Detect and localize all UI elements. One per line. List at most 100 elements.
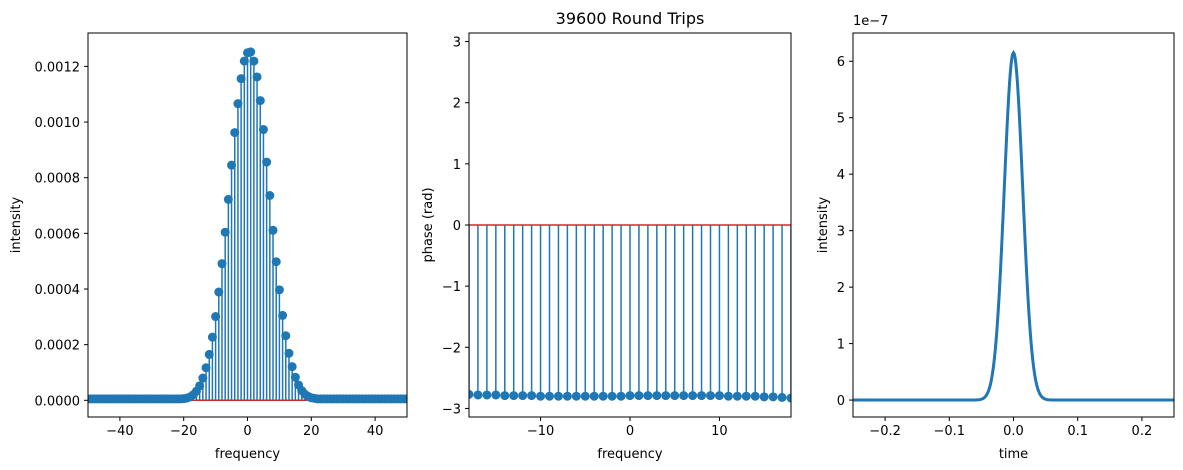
stem-marker [607, 391, 617, 401]
y-tick-label: 2 [837, 281, 845, 296]
stem-marker [500, 391, 510, 401]
plot-area [469, 224, 791, 403]
y-tick-label: 6 [837, 55, 845, 70]
stem-marker [402, 394, 407, 404]
stem-marker [518, 391, 528, 401]
y-tick-label: 0.0008 [35, 172, 81, 187]
stem-marker [553, 391, 563, 401]
y-tick-label: 0.0006 [35, 227, 81, 242]
pulse-line [853, 49, 1174, 402]
stem-marker [473, 390, 483, 400]
stem-marker [223, 194, 233, 204]
y-tick-label: 4 [837, 168, 845, 183]
stem-marker [509, 391, 519, 401]
stem-marker [527, 391, 537, 401]
stem-marker [688, 391, 698, 401]
stem-marker [571, 391, 581, 401]
x-tick-label: −0.2 [869, 424, 901, 439]
stem-marker [679, 391, 689, 401]
y-tick-label: 1 [453, 158, 461, 173]
stem-marker [204, 349, 214, 359]
stem-marker [287, 362, 297, 372]
stem-marker [723, 391, 733, 401]
stem-marker [536, 391, 546, 401]
y-tick-label: −1 [442, 280, 461, 295]
spectrum-intensity-plot: −40 −20 0 20 40 0.0000 0.0002 0.0004 0.0006 0.000… [9, 32, 408, 462]
stem-marker [732, 391, 742, 401]
stem-marker [230, 128, 240, 138]
stem-marker [239, 56, 249, 66]
stem-marker [545, 391, 554, 401]
stem-marker [670, 391, 680, 401]
stem-marker [281, 331, 291, 341]
stem-marker [271, 257, 281, 267]
stem-marker [214, 287, 224, 297]
stem-marker [768, 392, 778, 402]
stem-marker [217, 259, 227, 269]
stem-marker [246, 47, 256, 57]
stem-marker [469, 389, 474, 399]
stem-marker [714, 391, 724, 401]
y-tick-label: −2 [442, 341, 461, 356]
x-tick-label: 0.1 [1067, 424, 1088, 439]
stem-marker [562, 391, 572, 401]
y-tick-label: 0.0004 [35, 283, 81, 298]
y-tick-label: 2 [453, 97, 461, 112]
y-tick-label: 0.0002 [35, 339, 81, 354]
plot-area [88, 47, 407, 404]
y-tick-label: 0.0000 [35, 394, 81, 409]
stem-marker [741, 391, 751, 401]
stem-marker [786, 393, 791, 403]
y-tick-label: 0 [453, 219, 461, 234]
stem-marker [236, 74, 246, 84]
stem-marker [255, 96, 265, 106]
y-tick-label: 0.0010 [35, 116, 81, 131]
stem-marker [652, 391, 662, 401]
stem-marker [482, 390, 492, 400]
stem-marker [227, 160, 237, 170]
figure-title: 39600 Round Trips [556, 9, 705, 28]
x-tick-label: 20 [303, 424, 320, 439]
x-tick-label: 0 [243, 424, 251, 439]
stem-marker [706, 391, 715, 401]
stem-marker [580, 391, 590, 401]
stem-marker [697, 391, 707, 401]
y-tick-label: 0.0012 [35, 60, 81, 75]
y-tick-label: 5 [837, 112, 845, 127]
stem-marker [290, 372, 300, 382]
stem-marker [625, 391, 635, 401]
plot-area [853, 49, 1174, 402]
stem-marker [598, 391, 608, 401]
x-tick-label: −0.1 [934, 424, 966, 439]
stem-marker [233, 99, 243, 109]
y-tick-label: 3 [453, 36, 461, 51]
stem-marker [661, 391, 671, 401]
y-axis-label: intensity [816, 197, 831, 254]
stem-marker [491, 390, 501, 400]
stem-marker [249, 56, 259, 66]
axes-frame [852, 32, 1175, 418]
stem-marker [634, 391, 644, 401]
stem-marker [258, 125, 268, 135]
stem-marker [201, 363, 211, 373]
stem-marker [207, 332, 217, 342]
y-offset-label: 1e−7 [853, 14, 888, 29]
x-tick-label: 40 [367, 424, 384, 439]
stem-marker [777, 392, 787, 402]
x-tick-label: 0.0 [1003, 424, 1024, 439]
stem-marker [616, 391, 626, 401]
x-tick-label: 0.2 [1132, 424, 1153, 439]
x-tick-label: −10 [527, 424, 554, 439]
y-tick-label: 0 [837, 394, 845, 409]
temporal-intensity-plot: −0.2 −0.1 0.0 0.1 0.2 0 1 2 3 4 5 6 time intensity 1e−… [816, 14, 1175, 462]
stem-marker [211, 312, 221, 322]
stem-marker [750, 391, 760, 401]
y-axis-label: intensity [9, 197, 24, 254]
x-tick-label: 0 [626, 424, 634, 439]
y-axis-label: phase (rad) [421, 187, 436, 262]
stem-marker [268, 225, 278, 235]
x-axis-label: time [999, 447, 1028, 462]
stem-marker [252, 72, 262, 82]
